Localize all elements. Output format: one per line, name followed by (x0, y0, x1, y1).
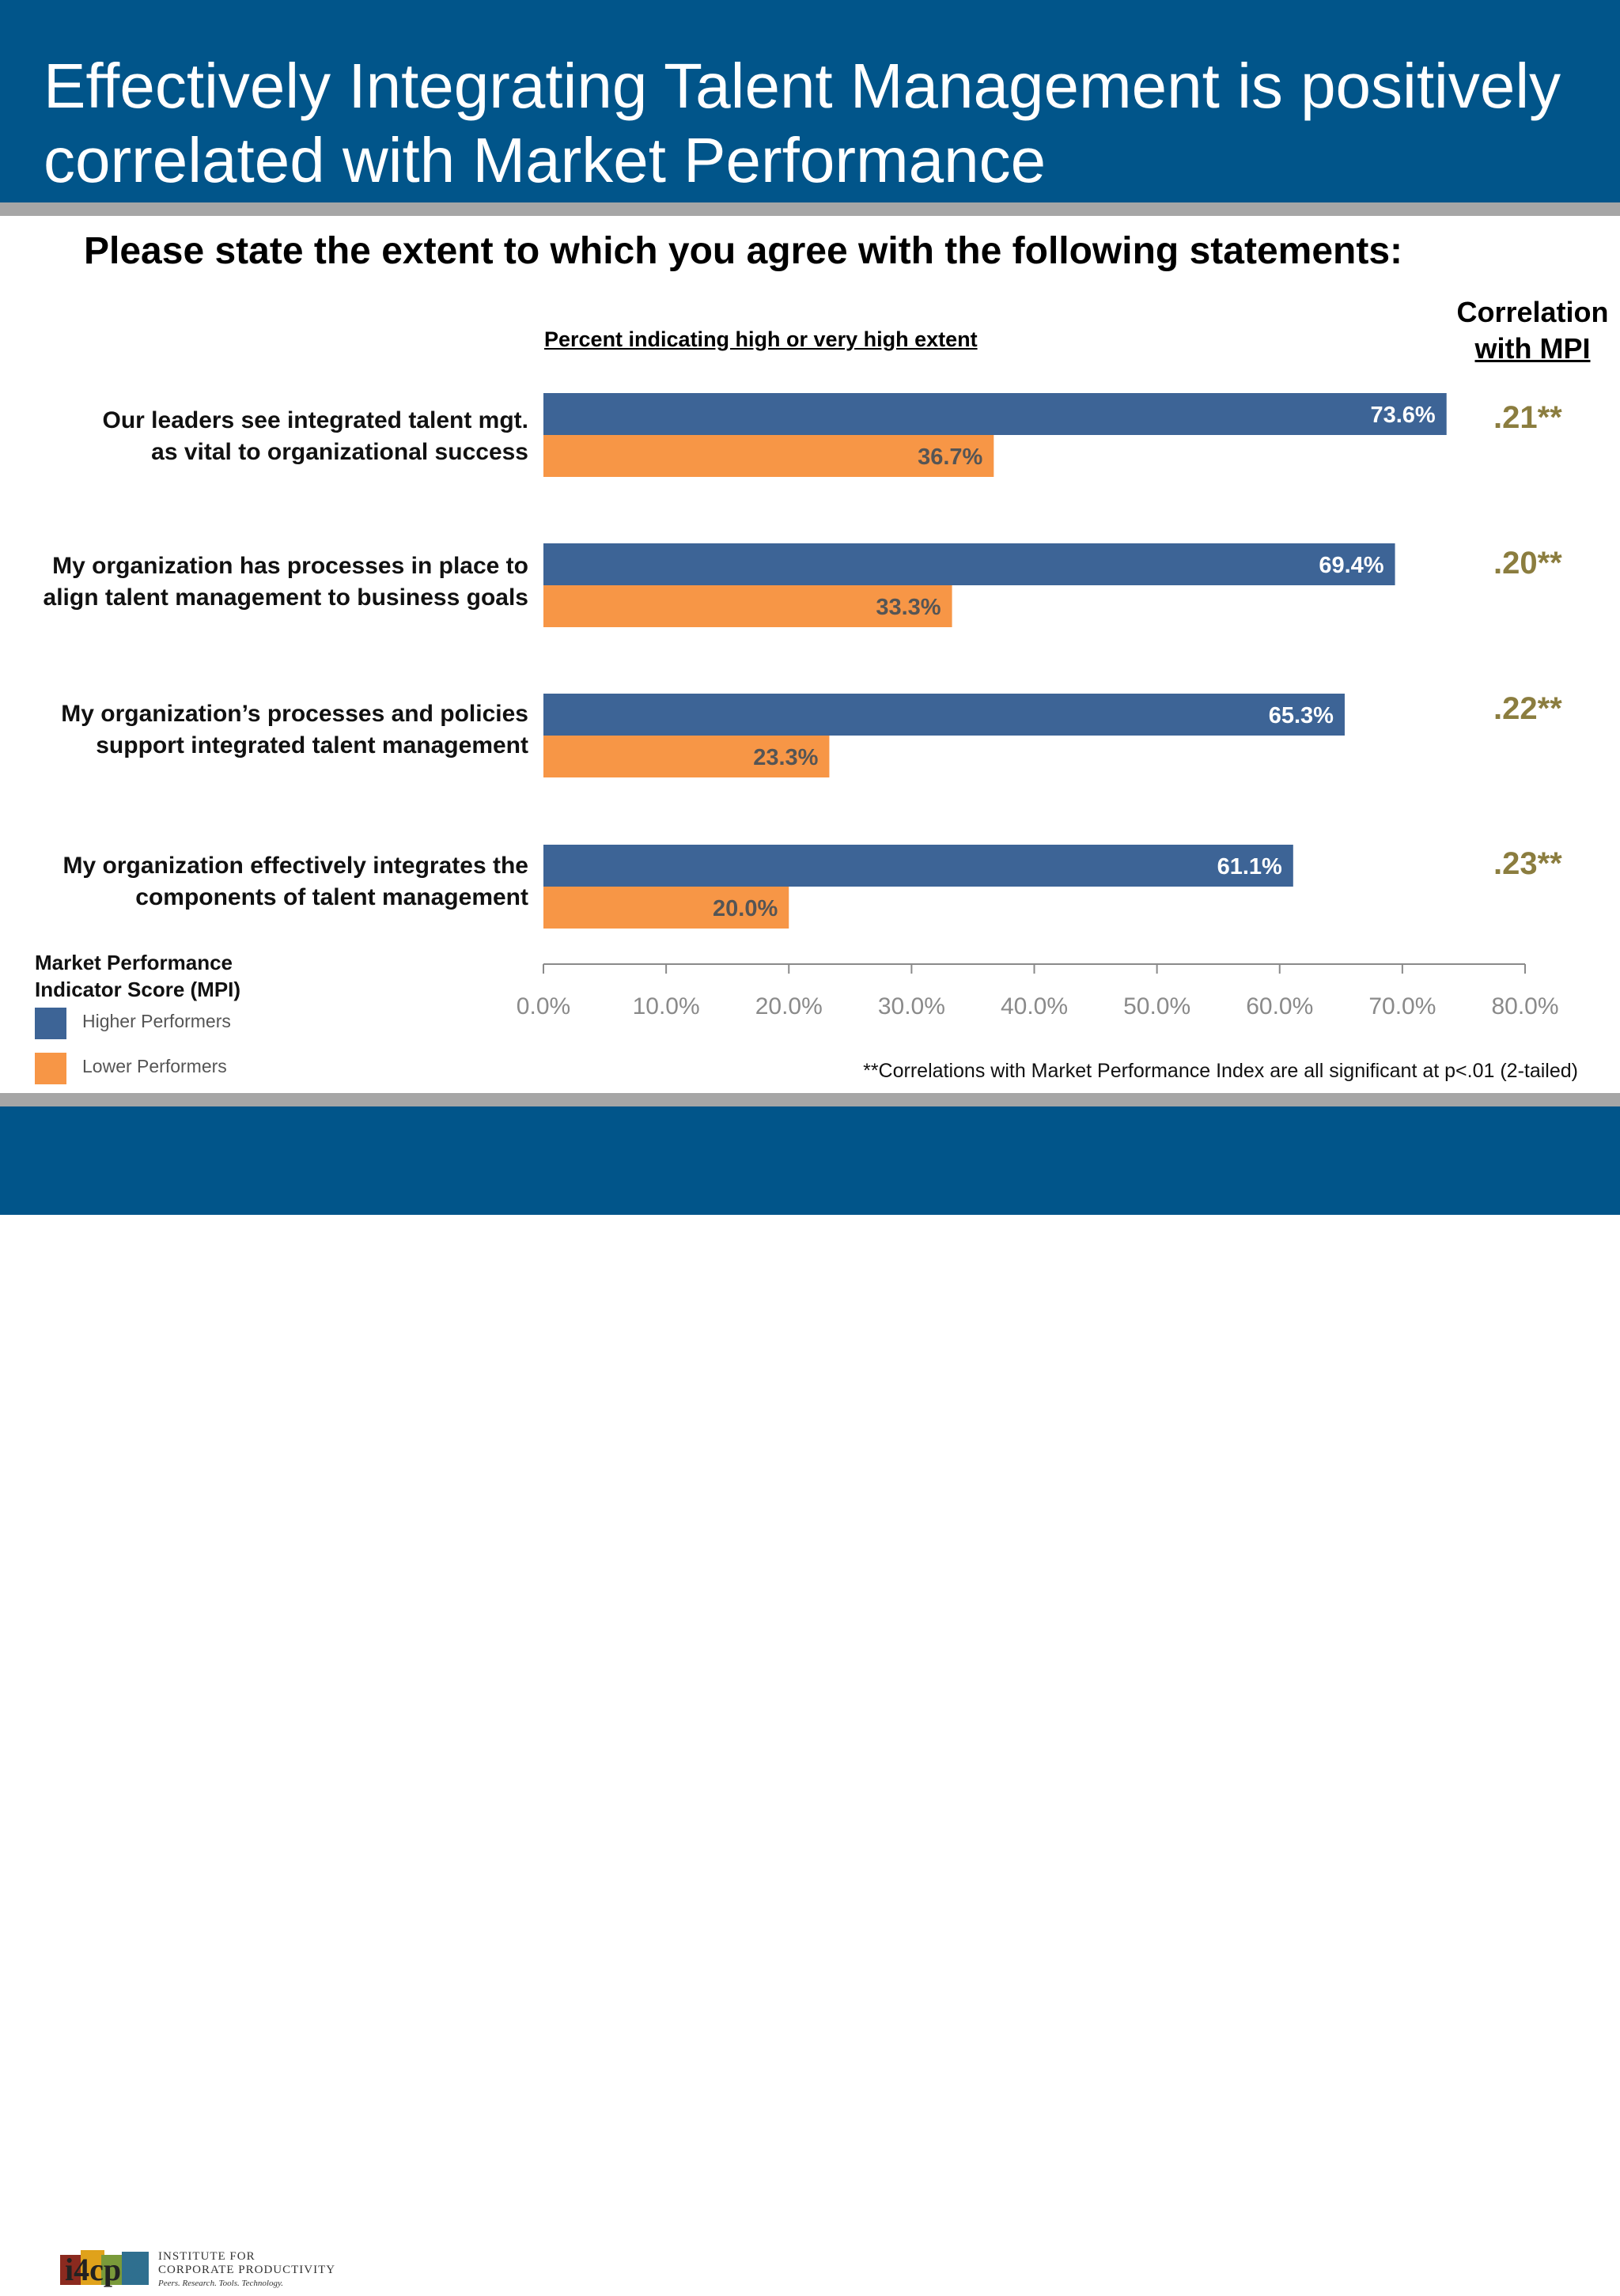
x-tick-label: 40.0% (1001, 993, 1068, 1019)
correlation-header-line2: with MPI (1474, 332, 1591, 365)
legend-swatch-lower (35, 1053, 66, 1084)
bar-lower (543, 435, 994, 477)
bar-value-label: 69.4% (1319, 553, 1383, 578)
x-tick-label: 80.0% (1491, 993, 1558, 1019)
category-label: Our leaders see integrated talent mgt. a… (102, 407, 529, 465)
i4cp-logo: i4cp INSTITUTE FOR CORPORATE PRODUCTIVIT… (38, 2237, 339, 2296)
bar-lower (543, 887, 789, 929)
x-tick-label: 30.0% (878, 993, 945, 1019)
bottom-divider (0, 1093, 1620, 1106)
bar-value-label: 61.1% (1217, 854, 1282, 879)
i4cp-logo-mark: i4cp (60, 2250, 149, 2287)
question-subtitle: Please state the extent to which you agr… (84, 230, 1402, 272)
logo-wordmark: INSTITUTE FOR CORPORATE PRODUCTIVITY Pee… (158, 2250, 336, 2288)
slide-title: Effectively Integrating Talent Managemen… (44, 51, 1561, 195)
top-divider (0, 202, 1620, 216)
legend-label-lower: Lower Performers (82, 1056, 227, 1076)
svg-text:i4cp: i4cp (65, 2252, 121, 2287)
legend-swatch-higher (35, 1008, 66, 1039)
correlation-value: .22** (1493, 691, 1562, 726)
page-number: 39 (1535, 2242, 1574, 2281)
title-banner: Effectively Integrating Talent Managemen… (0, 0, 1620, 202)
bar-higher (543, 393, 1447, 435)
correlation-value: .20** (1493, 546, 1562, 581)
bar-value-label: 73.6% (1370, 403, 1435, 428)
bar-higher (543, 694, 1345, 736)
x-tick-label: 50.0% (1123, 993, 1190, 1019)
category-label: My organization effectively integrates t… (62, 853, 528, 910)
x-tick-label: 0.0% (517, 993, 570, 1019)
bar-value-label: 33.3% (876, 595, 941, 620)
bar-lower (543, 736, 830, 777)
category-label: My organization’s processes and policies… (61, 701, 528, 758)
bar-value-label: 23.3% (753, 745, 818, 770)
correlation-value: .21** (1493, 400, 1562, 435)
bar-lower (543, 585, 952, 627)
bar-higher (543, 845, 1293, 887)
correlation-header-line1: Correlation (1456, 296, 1609, 328)
x-tick-label: 70.0% (1368, 993, 1436, 1019)
chart-title: Percent indicating high or very high ext… (544, 327, 978, 351)
bar-value-label: 20.0% (713, 896, 778, 921)
correlation-value: .23** (1493, 846, 1562, 881)
footer-banner: i4cp INSTITUTE FOR CORPORATE PRODUCTIVIT… (0, 1106, 1620, 2296)
legend-label-higher: Higher Performers (82, 1011, 231, 1031)
bar-higher (543, 543, 1395, 585)
bar-value-label: 36.7% (918, 444, 982, 470)
category-label: My organization has processes in place t… (43, 553, 528, 611)
bar-chart: 73.6% 69.4% 65.3% 61.1% 36.7% 33.3% 23.3% 20.0%… (517, 393, 1559, 1019)
significance-footnote: **Correlations with Market Performance I… (863, 1060, 1578, 1082)
legend-title: Market Performance Indicator Score (MPI) (35, 951, 241, 1001)
correlation-header: Correlation with MPI (1448, 294, 1618, 367)
bar-value-label: 65.3% (1269, 703, 1334, 728)
x-tick-label: 20.0% (755, 993, 823, 1019)
x-tick-label: 60.0% (1246, 993, 1313, 1019)
x-tick-label: 10.0% (633, 993, 700, 1019)
